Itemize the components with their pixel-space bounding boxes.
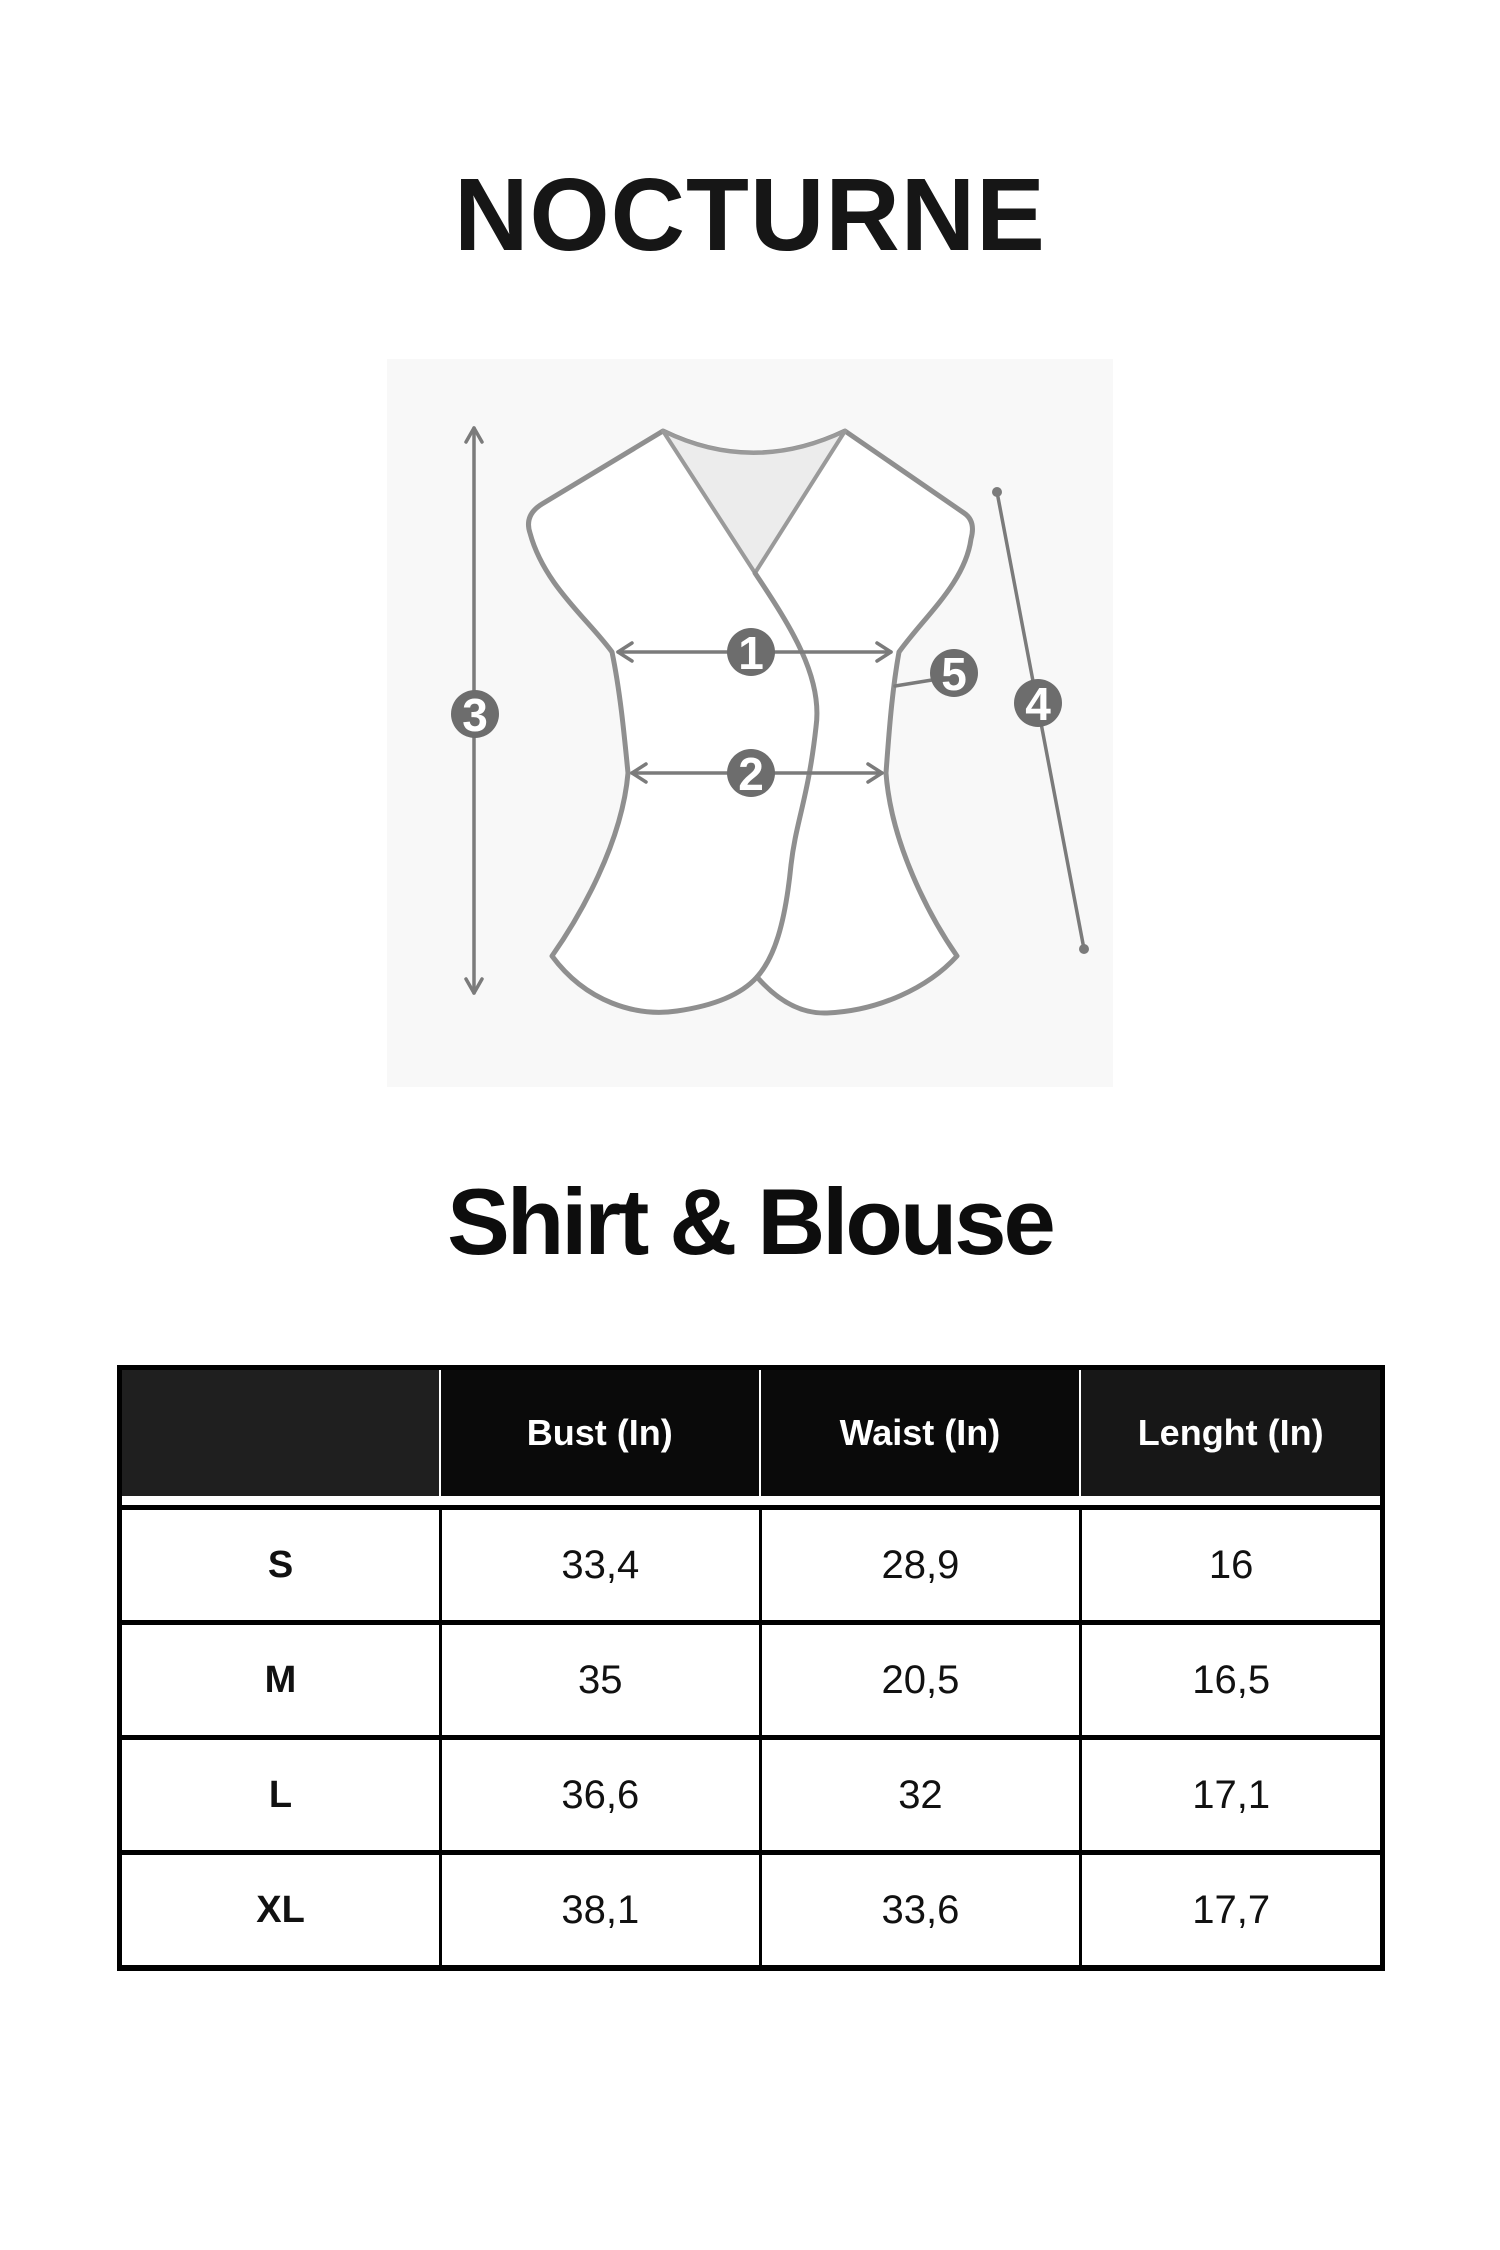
marker-3-badge: 3	[451, 689, 499, 741]
size-chart-table: Bust (In) Waist (In) Lenght (In) S 33,4 …	[117, 1365, 1385, 1971]
waist-value: 28,9	[758, 1505, 1080, 1620]
length-value: 16,5	[1079, 1620, 1380, 1735]
header-cell-waist: Waist (In)	[758, 1370, 1080, 1505]
svg-text:2: 2	[738, 748, 764, 800]
wrap-overlap-edge	[752, 570, 820, 980]
brand-logo: NOCTURNE	[454, 157, 1046, 272]
length-value: 17,1	[1079, 1735, 1380, 1850]
svg-text:1: 1	[738, 627, 764, 679]
table-row-xl: XL 38,1 33,6 17,7	[122, 1850, 1380, 1965]
marker-5-badge: 5	[930, 648, 978, 700]
bust-value: 36,6	[439, 1735, 759, 1850]
svg-text:5: 5	[941, 648, 967, 700]
header-cell-size	[122, 1370, 440, 1505]
garment-measurement-diagram: 1 2 3 4 5	[387, 359, 1113, 1087]
table-row-l: L 36,6 32 17,1	[122, 1735, 1380, 1850]
header-cell-length: Lenght (In)	[1079, 1370, 1380, 1505]
size-label: S	[122, 1505, 440, 1620]
length-value: 16	[1079, 1505, 1380, 1620]
size-label: M	[122, 1620, 440, 1735]
marker-4-badge: 4	[1014, 678, 1062, 730]
waist-value: 32	[758, 1735, 1080, 1850]
bust-value: 35	[439, 1620, 759, 1735]
table-header-row: Bust (In) Waist (In) Lenght (In)	[122, 1370, 1380, 1505]
waist-value: 33,6	[758, 1850, 1080, 1965]
table-row-s: S 33,4 28,9 16	[122, 1505, 1380, 1620]
blouse-diagram-svg: 1 2 3 4 5	[451, 426, 1089, 1016]
waist-value: 20,5	[758, 1620, 1080, 1735]
bust-value: 33,4	[439, 1505, 759, 1620]
side-pointer-dash	[893, 678, 934, 688]
table-row-m: M 35 20,5 16,5	[122, 1620, 1380, 1735]
neckline-inset	[661, 429, 847, 575]
length-value: 17,7	[1079, 1850, 1380, 1965]
svg-text:3: 3	[462, 689, 488, 741]
size-label: L	[122, 1735, 440, 1850]
marker-1-badge: 1	[727, 627, 775, 679]
marker-2-badge: 2	[727, 748, 775, 800]
svg-text:4: 4	[1025, 678, 1051, 730]
bust-value: 38,1	[439, 1850, 759, 1965]
blouse-outline	[526, 428, 975, 1016]
size-label: XL	[122, 1850, 440, 1965]
page-title: Shirt & Blouse	[447, 1169, 1056, 1274]
header-cell-bust: Bust (In)	[439, 1370, 759, 1505]
